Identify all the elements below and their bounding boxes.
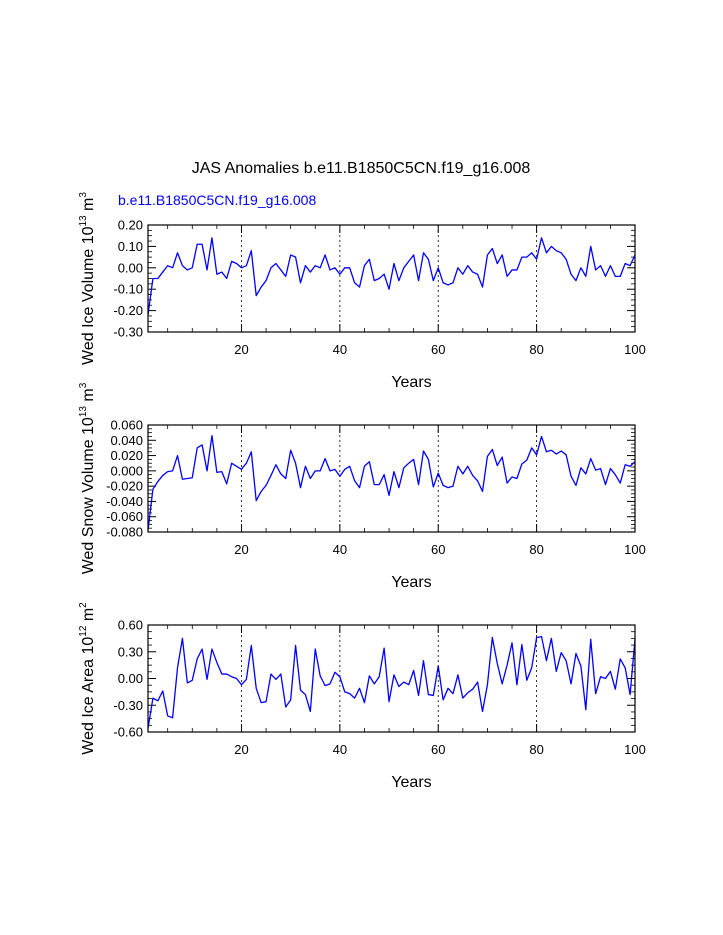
panel-3-ylabel-part-0: Wed Ice Area 10 (80, 637, 97, 755)
panel-1-ylabel-part-3: 3 (78, 192, 89, 198)
panel-2-ytick-label-0.060: 0.060 (110, 418, 143, 433)
panel-1-ylabel: Wed Ice Volume 1013 m3 (78, 192, 97, 365)
panel-2-ytick-label-0.040: 0.040 (110, 433, 143, 448)
panel-2-ytick-label--0.080: -0.080 (106, 525, 143, 540)
panel-3-ytick-label-0.60: 0.60 (118, 618, 143, 633)
panel-2-xtick-label-40: 40 (333, 542, 347, 557)
panel-3-ytick-label--0.60: -0.60 (113, 725, 143, 740)
panel-3-ylabel-part-2: m (80, 608, 97, 626)
panel-2-ylabel: Wed Snow Volume 1013 m3 (78, 382, 97, 574)
panel-2-xtick-label-100: 100 (624, 542, 646, 557)
panel-1-ylabel-part-2: m (80, 198, 97, 216)
panel-2-ylabel-part-0: Wed Snow Volume 10 (80, 417, 97, 574)
panel-2: 20 40 60 80 1000.0600.0400.0200.000-0.020-0.… (78, 382, 646, 591)
panel-1: 20 40 60 80 100 0.20 0.10 0.00 -0.10 -0.20 -0.30 Ye… (78, 192, 646, 391)
panel-2-xtick-label-60: 60 (431, 542, 445, 557)
panel-3-ylabel: Wed Ice Area 1012 m2 (78, 602, 97, 755)
panel-2-ytick-label--0.040: -0.040 (106, 494, 143, 509)
panel-3-xtick-label-80: 80 (529, 742, 543, 757)
panel-1-xtick-label-100: 100 (624, 342, 646, 357)
panel-2-xtick-label-20: 20 (234, 542, 248, 557)
panel-2-ylabel-part-2: m (80, 388, 97, 406)
panel-3-xtick-label-60: 60 (431, 742, 445, 757)
panel-1-frame (147, 224, 636, 333)
panel-1-ytick-label-0.00: 0.00 (118, 260, 143, 275)
panel-3-xtick-label-20: 20 (234, 742, 248, 757)
panel-3-xtick-label-40: 40 (333, 742, 347, 757)
panel-1-xtick-label-80: 80 (529, 342, 543, 357)
panel-3-ytick-label--0.30: -0.30 (113, 698, 143, 713)
panel-1-xlabel: Years (391, 374, 431, 391)
panel-2-xtick-label-80: 80 (529, 542, 543, 557)
panel-1-ylabel-part-0: Wed Ice Volume 10 (80, 226, 97, 365)
panel-1-ytick-label--0.30: -0.30 (113, 325, 143, 340)
panel-2-ylabel-part-3: 3 (78, 382, 89, 388)
panel-2-ytick-label-0.020: 0.020 (110, 448, 143, 463)
panel-2-ytick-label-0.000: 0.000 (110, 463, 143, 478)
panel-3-frame (147, 624, 636, 733)
panel-2-ytick-label--0.020: -0.020 (106, 479, 143, 494)
panel-3-ylabel-part-3: 2 (78, 602, 89, 608)
panel-1-series-line (147, 237, 636, 315)
panel-1-xtick-label-20: 20 (234, 342, 248, 357)
panel-3-xtick-label-100: 100 (624, 742, 646, 757)
panel-3-ytick-label-0.00: 0.00 (118, 671, 143, 686)
case-label: b.e11.B1850C5CN.f19_g16.008 (118, 192, 316, 208)
panel-3-xlabel: Years (391, 774, 431, 791)
panel-2-series-line (147, 435, 636, 531)
figure-title: JAS Anomalies b.e11.B1850C5CN.f19_g16.00… (192, 160, 531, 177)
panel-3-ylabel-part-1: 12 (78, 625, 89, 637)
panel-2-ylabel-part-1: 13 (78, 406, 89, 418)
panel-1-xtick-label-40: 40 (333, 342, 347, 357)
panel-2-xlabel: Years (391, 574, 431, 591)
panel-1-ytick-label--0.20: -0.20 (113, 303, 143, 318)
panel-1-ytick-label-0.10: 0.10 (118, 239, 143, 254)
panel-2-ytick-label--0.060: -0.060 (106, 509, 143, 524)
panel-3: 20 40 60 80 100 0.60 0.30 0.00 -0.30 -0.60 Years We… (78, 602, 646, 791)
panel-3-series-line (147, 635, 636, 729)
panel-1-ytick-label--0.10: -0.10 (113, 282, 143, 297)
panel-1-ytick-label-0.20: 0.20 (118, 218, 143, 233)
panel-2-frame (147, 424, 636, 533)
panel-3-ytick-label-0.30: 0.30 (118, 644, 143, 659)
panel-1-ylabel-part-1: 13 (78, 215, 89, 227)
panel-1-xtick-label-60: 60 (431, 342, 445, 357)
